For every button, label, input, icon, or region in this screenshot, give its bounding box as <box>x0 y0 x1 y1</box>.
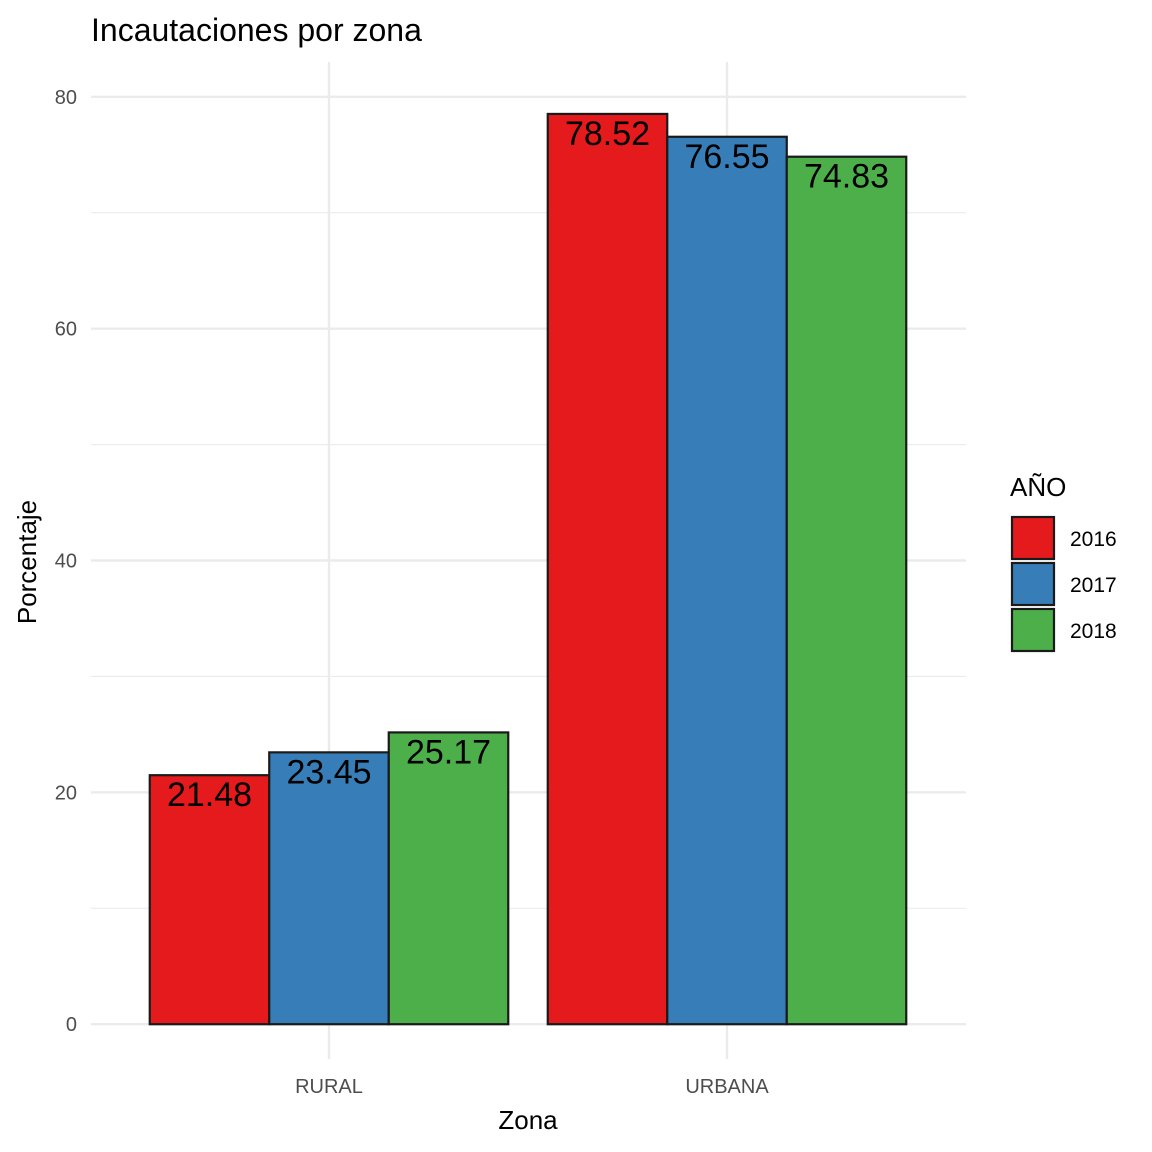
y-tick-label: 40 <box>55 551 77 573</box>
data-label: 74.83 <box>804 158 889 196</box>
y-tick-label: 80 <box>55 87 77 109</box>
legend-swatch-2018 <box>1010 607 1056 653</box>
x-axis-ticks: RURAL URBANA <box>295 1076 769 1098</box>
data-labels: 21.48 23.45 25.17 78.52 76.55 74.83 <box>167 115 889 814</box>
legend-label: 2017 <box>1070 574 1117 597</box>
data-label: 78.52 <box>565 115 650 153</box>
y-axis-title: Porcentaje <box>12 500 42 624</box>
data-label: 23.45 <box>286 753 371 791</box>
legend-label: 2018 <box>1070 620 1117 643</box>
y-tick-label: 60 <box>55 319 77 341</box>
bar-urbana-2018 <box>785 155 908 1026</box>
y-axis-ticks: 0 20 40 60 80 <box>55 87 77 1036</box>
legend: AÑO 2016 2017 2018 <box>1010 472 1117 653</box>
chart-title: Incautaciones por zona <box>91 12 422 48</box>
bar-rural-2018 <box>387 731 510 1026</box>
bar-rural-2016 <box>148 774 271 1026</box>
x-tick-label: URBANA <box>685 1076 769 1098</box>
x-axis-title: Zona <box>498 1105 558 1135</box>
legend-label: 2016 <box>1070 528 1117 551</box>
data-label: 25.17 <box>406 733 491 771</box>
legend-swatch-2016 <box>1010 515 1056 561</box>
y-tick-label: 0 <box>66 1014 77 1036</box>
data-label: 76.55 <box>684 138 769 176</box>
data-label: 21.48 <box>167 776 252 814</box>
x-tick-label: RURAL <box>295 1076 363 1098</box>
bar-urbana-2017 <box>666 135 788 1026</box>
y-tick-label: 20 <box>55 782 77 804</box>
bars <box>148 112 908 1026</box>
bar-urbana-2016 <box>546 112 669 1026</box>
bar-rural-2017 <box>268 751 390 1026</box>
legend-swatch-2017 <box>1010 561 1056 607</box>
legend-title: AÑO <box>1010 472 1066 502</box>
